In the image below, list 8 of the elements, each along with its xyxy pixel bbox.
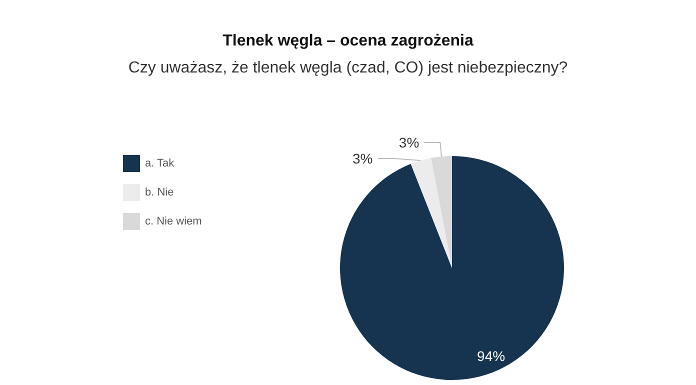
legend-label: c. Nie wiem	[145, 216, 202, 228]
data-label: 3%	[398, 134, 420, 151]
chart-subtitle: Czy uważasz, że tlenek węgla (czad, CO) jest niebezpieczny?	[128, 60, 568, 76]
legend-label: a. Tak	[145, 158, 175, 170]
data-label: 3%	[352, 150, 373, 167]
legend-label: b. Nie	[145, 186, 174, 198]
chart-title: Tlenek węgla – ocena zagrożenia	[222, 32, 474, 50]
data-label: 94%	[477, 348, 506, 364]
